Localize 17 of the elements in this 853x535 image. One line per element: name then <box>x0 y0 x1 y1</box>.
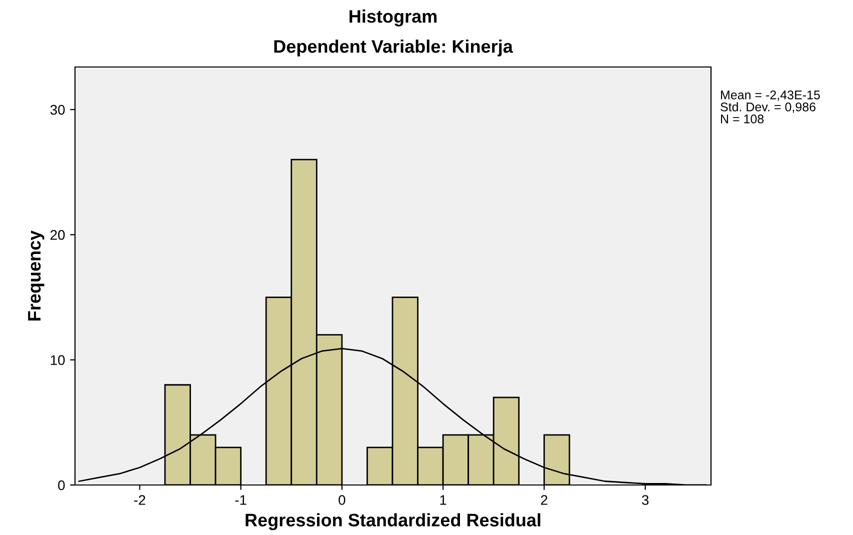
x-tick-label: 2 <box>541 495 548 505</box>
y-tick-label: 0 <box>58 480 65 490</box>
y-tick-label: 30 <box>50 104 65 115</box>
chart-title: Histogram <box>350 10 437 26</box>
y-tick-label: 10 <box>50 355 65 366</box>
x-tick-label: -2 <box>134 495 146 505</box>
text: Mean = -2,43E-15 <box>721 90 820 101</box>
y-axis-title: Frequency <box>28 230 44 320</box>
x-axis-title: Regression Standardized Residual <box>246 513 540 530</box>
x-tick-label: 1 <box>440 495 446 505</box>
x-tick-label: 3 <box>642 495 649 505</box>
text: N = 108 <box>721 114 764 124</box>
x-tick-label: -1 <box>235 495 246 505</box>
y-tick-label: 20 <box>50 230 65 240</box>
x-tick-label: 0 <box>338 495 346 505</box>
text: Std. Dev. = 0,986 <box>720 102 816 113</box>
chart-subtitle: Dependent Variable: Kinerja <box>274 40 514 56</box>
